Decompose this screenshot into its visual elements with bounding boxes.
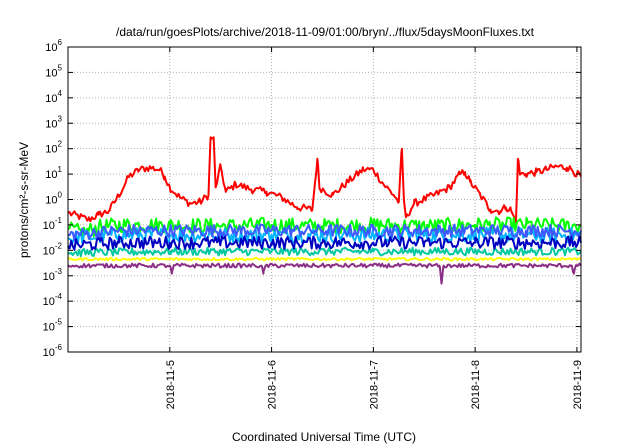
y-axis: 10-6 10-5 10-4 10-3 10-2 10-1 100 101 102 103 104 1…	[43, 38, 581, 359]
y-tick-label: 106	[45, 38, 62, 54]
x-tick-label: 2018-11-9	[572, 360, 584, 409]
x-tick-label: 2018-11-7	[368, 360, 380, 409]
y-axis-label: protons/cm²-s-sr-MeV	[17, 142, 31, 258]
series-line-6	[67, 235, 582, 251]
grid	[68, 47, 581, 352]
chart-title: /data/run/goesPlots/archive/2018-11-09/0…	[116, 25, 535, 39]
y-tick-label: 104	[45, 89, 62, 105]
series-line-8	[67, 262, 582, 285]
series-line-5	[67, 246, 582, 258]
y-tick-label: 10-2	[43, 241, 63, 257]
y-tick-label: 10-4	[43, 292, 63, 308]
x-tick-label: 2018-11-8	[470, 360, 482, 409]
y-tick-label: 102	[45, 140, 62, 156]
plot-frame	[67, 46, 582, 353]
x-tick-label: 2018-11-6	[267, 360, 279, 409]
series-line-4	[67, 223, 582, 241]
y-tick-label: 10-6	[43, 343, 63, 359]
y-tick-label: 10-1	[43, 216, 63, 232]
y-tick-label: 100	[45, 191, 62, 207]
x-axis-label: Coordinated Universal Time (UTC)	[232, 430, 416, 444]
x-tick-label: 2018-11-5	[165, 360, 177, 409]
y-tick-label: 10-5	[43, 318, 63, 334]
y-tick-label: 105	[45, 63, 62, 79]
series-group	[67, 136, 582, 285]
y-tick-label: 10-3	[43, 267, 63, 283]
y-tick-label: 101	[45, 165, 62, 181]
series-line-7	[67, 256, 582, 262]
y-tick-label: 103	[45, 114, 62, 130]
x-axis: 2018-11-5 2018-11-6 2018-11-7 2018-11-8 2018…	[165, 47, 584, 409]
series-line-1	[67, 136, 582, 224]
